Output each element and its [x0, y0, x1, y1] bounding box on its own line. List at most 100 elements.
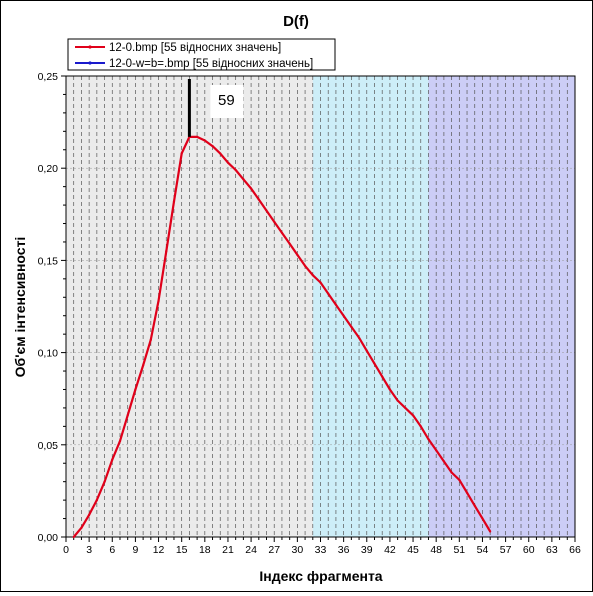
data-point: [419, 425, 422, 428]
data-point: [442, 460, 445, 463]
x-tick-label: 33: [315, 544, 327, 556]
annotation-layer: 59: [187, 79, 244, 137]
data-point: [280, 231, 284, 234]
x-tick-label: 45: [407, 544, 419, 556]
data-point: [311, 274, 314, 277]
data-point: [458, 478, 461, 481]
data-point: [103, 480, 106, 483]
y-tick-label: 0,20: [38, 163, 59, 175]
x-tick-label: 0: [63, 544, 69, 556]
x-tick-label: 63: [546, 544, 558, 556]
data-point: [489, 530, 492, 533]
y-tick-label: 0,05: [38, 440, 59, 452]
x-tick-label: 30: [292, 544, 304, 556]
y-tick-label: 0,15: [38, 255, 59, 267]
data-point: [427, 438, 430, 441]
data-point: [481, 517, 484, 520]
data-point: [473, 504, 476, 507]
y-axis-label: Об'єм інтенсивності: [12, 237, 28, 378]
data-point: [450, 471, 453, 474]
data-point: [95, 499, 98, 502]
y-tick-label: 0,00: [38, 532, 59, 544]
legend-marker-series-1: [88, 45, 92, 49]
horizontal-grid: [66, 167, 575, 446]
x-tick-label: 6: [109, 544, 115, 556]
data-point: [226, 161, 230, 164]
data-point: [180, 152, 183, 155]
x-tick-label: 54: [477, 544, 489, 556]
x-tick-label: 60: [523, 544, 535, 556]
x-tick-label: 21: [222, 544, 234, 556]
background-band: [66, 76, 313, 537]
data-point: [196, 135, 199, 138]
data-point: [142, 364, 145, 367]
chart-title: D(f): [283, 13, 309, 30]
x-axis-ticks: 0 3 6 9 12 15 18 21 24 27 30 33 36 39 42 45 48 51 54 57 60 63…: [63, 537, 581, 556]
data-point: [404, 406, 407, 410]
x-tick-label: 66: [569, 544, 581, 556]
data-point: [111, 458, 114, 461]
data-point: [249, 187, 253, 190]
data-point: [342, 314, 345, 317]
data-point: [88, 513, 91, 516]
x-tick-label: 51: [453, 544, 465, 556]
y-axis-ticks: 0,00 0,05 0,10 0,15 0,20 0,25: [38, 71, 66, 544]
data-point: [80, 526, 83, 529]
data-point: [388, 388, 392, 391]
data-point: [381, 375, 384, 378]
data-point: [157, 299, 160, 303]
data-point: [303, 264, 307, 268]
data-point: [373, 362, 376, 365]
x-tick-label: 42: [384, 544, 396, 556]
data-point: [257, 198, 260, 201]
data-point: [149, 338, 152, 341]
data-point: [211, 144, 214, 148]
legend: 12-0.bmp [55 відносних значень] 12-0-w=b…: [67, 38, 336, 71]
x-tick-label: 27: [268, 544, 280, 556]
data-point: [365, 349, 368, 352]
data-point: [134, 388, 137, 391]
x-tick-label: 15: [176, 544, 188, 556]
data-point: [242, 178, 245, 181]
data-point: [334, 303, 338, 306]
x-tick-label: 39: [361, 544, 373, 556]
data-point: [350, 325, 353, 328]
data-point: [234, 168, 237, 172]
data-point: [396, 399, 399, 402]
x-tick-label: 48: [430, 544, 442, 556]
annotation-label: 59: [218, 92, 235, 109]
data-point: [219, 152, 222, 155]
x-tick-label: 36: [338, 544, 350, 556]
x-tick-label: 24: [245, 544, 257, 556]
legend-marker-series-2: [88, 61, 92, 65]
x-tick-label: 18: [199, 544, 211, 556]
data-point: [319, 281, 322, 284]
legend-label-series-1: 12-0.bmp [55 відносних значень]: [109, 42, 281, 54]
data-point: [165, 250, 168, 253]
data-point: [296, 253, 299, 256]
data-point: [288, 242, 291, 245]
x-tick-label: 12: [153, 544, 165, 556]
data-point: [465, 491, 469, 494]
x-axis-label: Індекс фрагмента: [259, 568, 382, 584]
x-tick-label: 57: [500, 544, 512, 556]
background-band: [428, 76, 575, 537]
data-point: [172, 200, 176, 203]
legend-box: [67, 38, 336, 71]
data-point: [357, 336, 361, 339]
background-bands: [66, 76, 575, 537]
background-band: [312, 76, 429, 537]
data-point: [273, 220, 276, 223]
data-point: [265, 209, 268, 212]
y-tick-label: 0,25: [38, 71, 59, 83]
x-tick-label: 3: [86, 544, 92, 556]
legend-label-series-2: 12-0-w=b=.bmp [55 відносних значень]: [109, 58, 313, 70]
data-point: [126, 414, 129, 417]
data-point: [72, 535, 75, 539]
data-point: [327, 292, 330, 295]
data-point: [411, 414, 415, 417]
data-point: [118, 440, 122, 443]
data-point: [203, 139, 206, 142]
